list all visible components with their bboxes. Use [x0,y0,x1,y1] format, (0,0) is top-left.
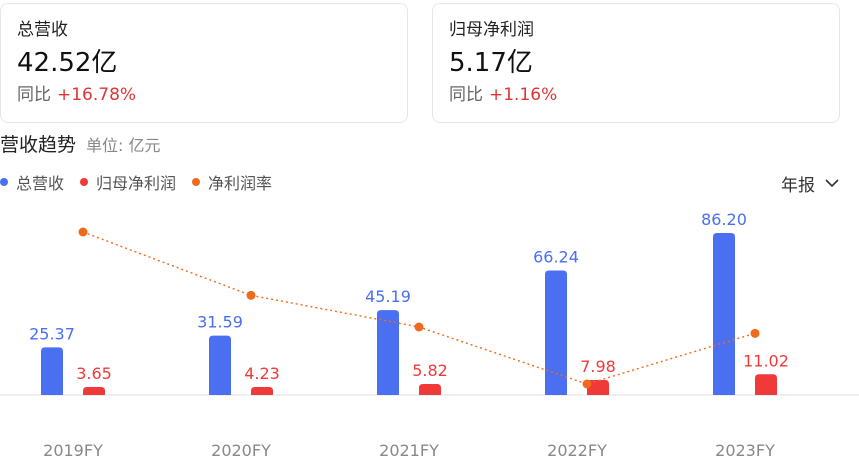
data-label-profit-2021FY: 5.82 [412,361,448,380]
revenue-change-value: +16.78% [57,85,137,105]
legend-item-revenue[interactable]: 总营收 [0,170,64,194]
data-label-profit-2023FY: 11.02 [743,351,789,370]
revenue-change-label: 同比 [17,85,51,105]
profit-card: 归母净利润 5.17亿 同比 +1.16% [432,3,840,123]
data-label-profit-2020FY: 4.23 [244,364,280,383]
revenue-card-title: 总营收 [17,20,68,40]
legend-label-margin: 净利润率 [208,174,273,193]
period-select[interactable]: 年报 [781,170,839,196]
legend-label-profit: 归母净利润 [96,174,177,193]
data-label-revenue-2021FY: 45.19 [365,287,411,306]
x-tick-label-2019FY: 2019FY [43,441,103,460]
bar-profit-2020FY [251,387,273,395]
bar-revenue-2021FY [377,310,399,395]
data-label-revenue-2020FY: 31.59 [197,313,243,332]
profit-card-change: 同比 +1.16% [449,83,823,107]
data-label-revenue-2022FY: 66.24 [533,248,579,267]
profit-change-value: +1.16% [489,85,558,105]
data-label-revenue-2019FY: 25.37 [29,324,75,343]
legend-dot-profit [80,178,89,186]
point-margin-2019FY [78,227,88,237]
x-tick-label-2022FY: 2022FY [547,441,607,460]
bar-profit-2021FY [419,384,441,395]
section-title: 营收趋势 单位: 亿元 [0,132,161,159]
bar-profit-2019FY [83,387,105,395]
bar-revenue-2020FY [209,335,231,395]
legend-dot-revenue [0,178,8,186]
x-tick-label-2020FY: 2020FY [211,441,271,460]
bar-revenue-2019FY [41,347,63,395]
profit-card-title: 归母净利润 [449,20,534,40]
bar-revenue-2022FY [545,270,567,395]
legend-item-profit[interactable]: 归母净利润 [80,170,176,194]
data-label-profit-2019FY: 3.65 [76,364,112,383]
point-margin-2020FY [246,290,256,300]
point-margin-2021FY [414,322,424,332]
profit-card-value: 5.17亿 [449,48,533,78]
legend-dot-margin [192,178,201,186]
revenue-card: 总营收 42.52亿 同比 +16.78% [0,3,408,123]
data-label-revenue-2023FY: 86.20 [701,210,747,229]
chevron-down-icon [825,178,839,187]
bar-revenue-2023FY [713,233,735,395]
bar-profit-2022FY [587,380,609,395]
period-select-value: 年报 [781,175,815,196]
revenue-card-change: 同比 +16.78% [17,83,391,107]
x-tick-label-2021FY: 2021FY [379,441,439,460]
section-unit: 单位: 亿元 [86,136,161,155]
revenue-card-value: 42.52亿 [17,48,118,78]
data-label-profit-2022FY: 7.98 [580,357,616,376]
x-tick-label-2023FY: 2023FY [715,441,775,460]
legend-label-revenue: 总营收 [16,174,65,193]
legend-item-margin[interactable]: 净利润率 [192,170,272,194]
profit-change-label: 同比 [449,85,483,105]
bar-profit-2023FY [755,374,777,395]
chart-legend: 总营收 归母净利润 净利润率 [0,170,288,194]
section-title-text: 营收趋势 [0,134,77,156]
point-margin-2022FY [582,379,592,389]
point-margin-2023FY [750,328,760,338]
